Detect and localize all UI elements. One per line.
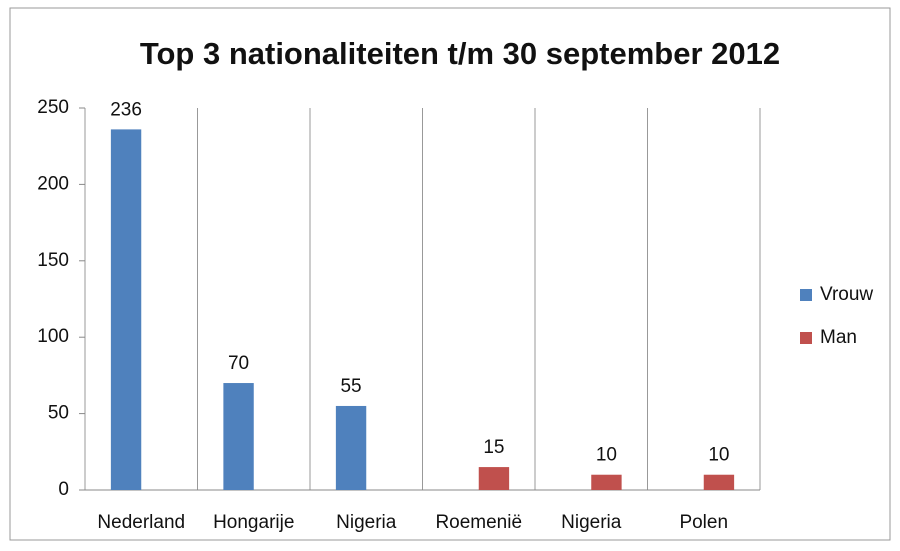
chart-frame [9, 7, 891, 541]
legend-label: Vrouw [820, 284, 873, 305]
y-tick-label: 50 [48, 403, 69, 424]
chart-title: Top 3 nationaliteiten t/m 30 september 2… [140, 36, 780, 71]
legend-label: Man [820, 327, 857, 348]
legend-swatch [800, 289, 812, 301]
bar [110, 129, 142, 490]
bar [703, 474, 735, 490]
legend-swatch [800, 332, 812, 344]
y-tick-label: 0 [58, 479, 69, 500]
bar [591, 474, 622, 490]
x-tick-label: Nigeria [336, 512, 397, 533]
x-tick-label: Polen [679, 512, 728, 533]
bar [223, 383, 254, 490]
data-label: 15 [483, 437, 504, 458]
y-tick-label: 200 [37, 173, 69, 194]
data-label: 55 [340, 376, 361, 397]
bar [335, 405, 367, 490]
data-label: 10 [596, 445, 617, 466]
y-tick-label: 250 [37, 97, 69, 118]
bar [478, 467, 510, 490]
x-tick-label: Nederland [97, 512, 185, 533]
data-label: 70 [228, 353, 249, 374]
x-tick-label: Roemenië [435, 512, 522, 533]
data-label: 10 [708, 445, 729, 466]
y-tick-label: 100 [37, 326, 69, 347]
x-tick-label: Nigeria [561, 512, 622, 533]
y-tick-label: 150 [37, 250, 69, 271]
x-tick-label: Hongarije [213, 512, 294, 533]
data-label: 236 [110, 99, 142, 120]
